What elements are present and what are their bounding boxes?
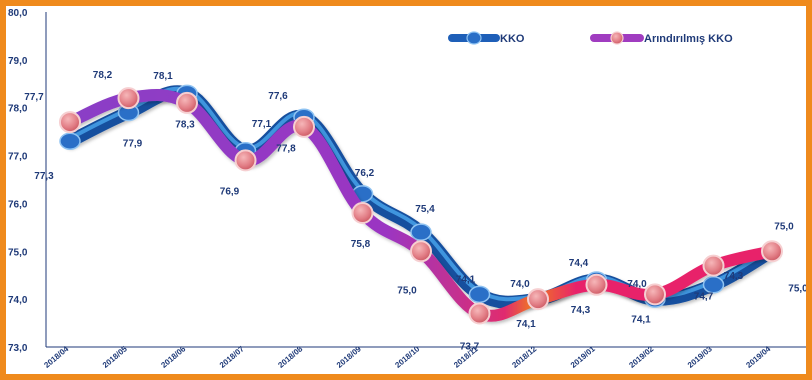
kko-data-label: 76,2 xyxy=(355,168,375,179)
x-axis: 2018/04 2018/05 2018/06 2018/07 2018/08 2018/… xyxy=(42,344,806,370)
kko-data-label: 77,9 xyxy=(123,139,143,150)
x-tick-label: 2018/06 xyxy=(159,344,187,370)
legend-kko-marker xyxy=(466,31,482,45)
kko-point xyxy=(468,285,491,304)
arindirilmis-kko-data-label: 74,3 xyxy=(571,305,591,316)
kko-data-label: 74,0 xyxy=(627,279,647,290)
chart-panel: 80,0 79,0 78,0 77,0 76,0 75,0 74,0 73,0 2018/04… xyxy=(6,6,806,374)
arindirilmis-kko-point xyxy=(527,288,549,311)
arindirilmis-kko-point xyxy=(761,240,783,263)
y-tick-label: 78,0 xyxy=(8,104,28,115)
legend-arindirilmis-marker xyxy=(610,31,624,45)
legend-kko-label: KKO xyxy=(500,33,525,45)
arindirilmis-kko-point xyxy=(585,273,608,296)
x-tick-label: 2018/09 xyxy=(335,344,363,370)
kko-data-label: 75,0 xyxy=(788,283,806,294)
arindirilmis-kko-data-label: 74,1 xyxy=(631,314,651,325)
legend: KKO Arındırılmış KKO xyxy=(448,31,733,45)
y-tick-label: 79,0 xyxy=(8,56,28,67)
y-tick-label: 80,0 xyxy=(8,8,28,19)
x-tick-label: 2019/03 xyxy=(686,344,714,370)
x-tick-label: 2018/10 xyxy=(393,344,421,370)
y-axis: 80,0 79,0 78,0 77,0 76,0 75,0 74,0 73,0 xyxy=(8,8,47,354)
x-tick-label: 2019/02 xyxy=(627,344,655,370)
x-tick-label: 2018/05 xyxy=(101,344,129,370)
kko-point xyxy=(410,223,432,241)
kko-data-label: 74,0 xyxy=(510,279,530,290)
kko-data-label: 74,3 xyxy=(724,271,744,282)
arindirilmis-kko-data-label: 76,9 xyxy=(220,186,240,197)
arindirilmis-kko-point xyxy=(293,115,315,138)
x-tick-label: 2019/04 xyxy=(744,344,772,370)
kko-data-label: 77,1 xyxy=(252,119,272,130)
data-labels: 77,3 77,9 78,3 77,1 77,8 76,2 75,4 74,1 74,0 74,4… xyxy=(24,70,806,352)
x-tick-label: 2019/01 xyxy=(569,344,597,370)
kko-point xyxy=(702,276,725,294)
arindirilmis-kko-data-label: 77,7 xyxy=(24,92,44,103)
kko-data-label: 77,8 xyxy=(276,143,296,154)
arindirilmis-kko-data-label: 78,1 xyxy=(153,71,173,82)
y-tick-label: 73,0 xyxy=(8,343,28,354)
kko-point xyxy=(59,132,81,150)
legend-arindirilmis-label: Arındırılmış KKO xyxy=(644,33,733,45)
arindirilmis-kko-point xyxy=(702,254,725,277)
arindirilmis-kko-point xyxy=(117,87,140,110)
x-tick-label: 2018/12 xyxy=(510,344,538,370)
kko-data-label: 74,1 xyxy=(456,274,476,285)
arindirilmis-kko-point xyxy=(176,91,198,114)
arindirilmis-kko-point xyxy=(468,302,491,325)
kko-data-label: 75,4 xyxy=(415,204,435,215)
arindirilmis-kko-point xyxy=(410,240,432,263)
kko-data-label: 74,4 xyxy=(569,258,589,269)
series-kko xyxy=(59,84,783,309)
arindirilmis-kko-point xyxy=(234,149,257,172)
series-arindirilmis-kko xyxy=(59,87,783,325)
line-chart: 80,0 79,0 78,0 77,0 76,0 75,0 74,0 73,0 2018/04… xyxy=(8,8,806,370)
arindirilmis-kko-data-label: 74,7 xyxy=(694,292,714,303)
arindirilmis-kko-data-label: 78,2 xyxy=(93,70,113,81)
arindirilmis-kko-data-label: 74,1 xyxy=(516,319,536,330)
y-tick-label: 75,0 xyxy=(8,247,28,258)
arindirilmis-kko-data-label: 73,7 xyxy=(460,342,480,353)
arindirilmis-kko-point xyxy=(59,111,81,134)
arindirilmis-kko-data-label: 75,8 xyxy=(351,239,371,250)
y-tick-label: 74,0 xyxy=(8,295,28,306)
arindirilmis-kko-point xyxy=(644,283,666,306)
arindirilmis-kko-data-label: 75,0 xyxy=(397,285,417,296)
y-tick-label: 77,0 xyxy=(8,152,28,163)
x-tick-label: 2018/04 xyxy=(42,344,70,370)
x-tick-label: 2018/07 xyxy=(218,344,246,370)
arindirilmis-kko-point xyxy=(351,202,374,224)
arindirilmis-kko-data-label: 77,6 xyxy=(268,91,288,102)
y-tick-label: 76,0 xyxy=(8,199,28,210)
kko-data-label: 78,3 xyxy=(175,119,195,130)
arindirilmis-kko-data-label: 75,0 xyxy=(774,221,794,232)
kko-data-label: 77,3 xyxy=(34,171,54,182)
x-tick-label: 2018/08 xyxy=(276,344,304,370)
